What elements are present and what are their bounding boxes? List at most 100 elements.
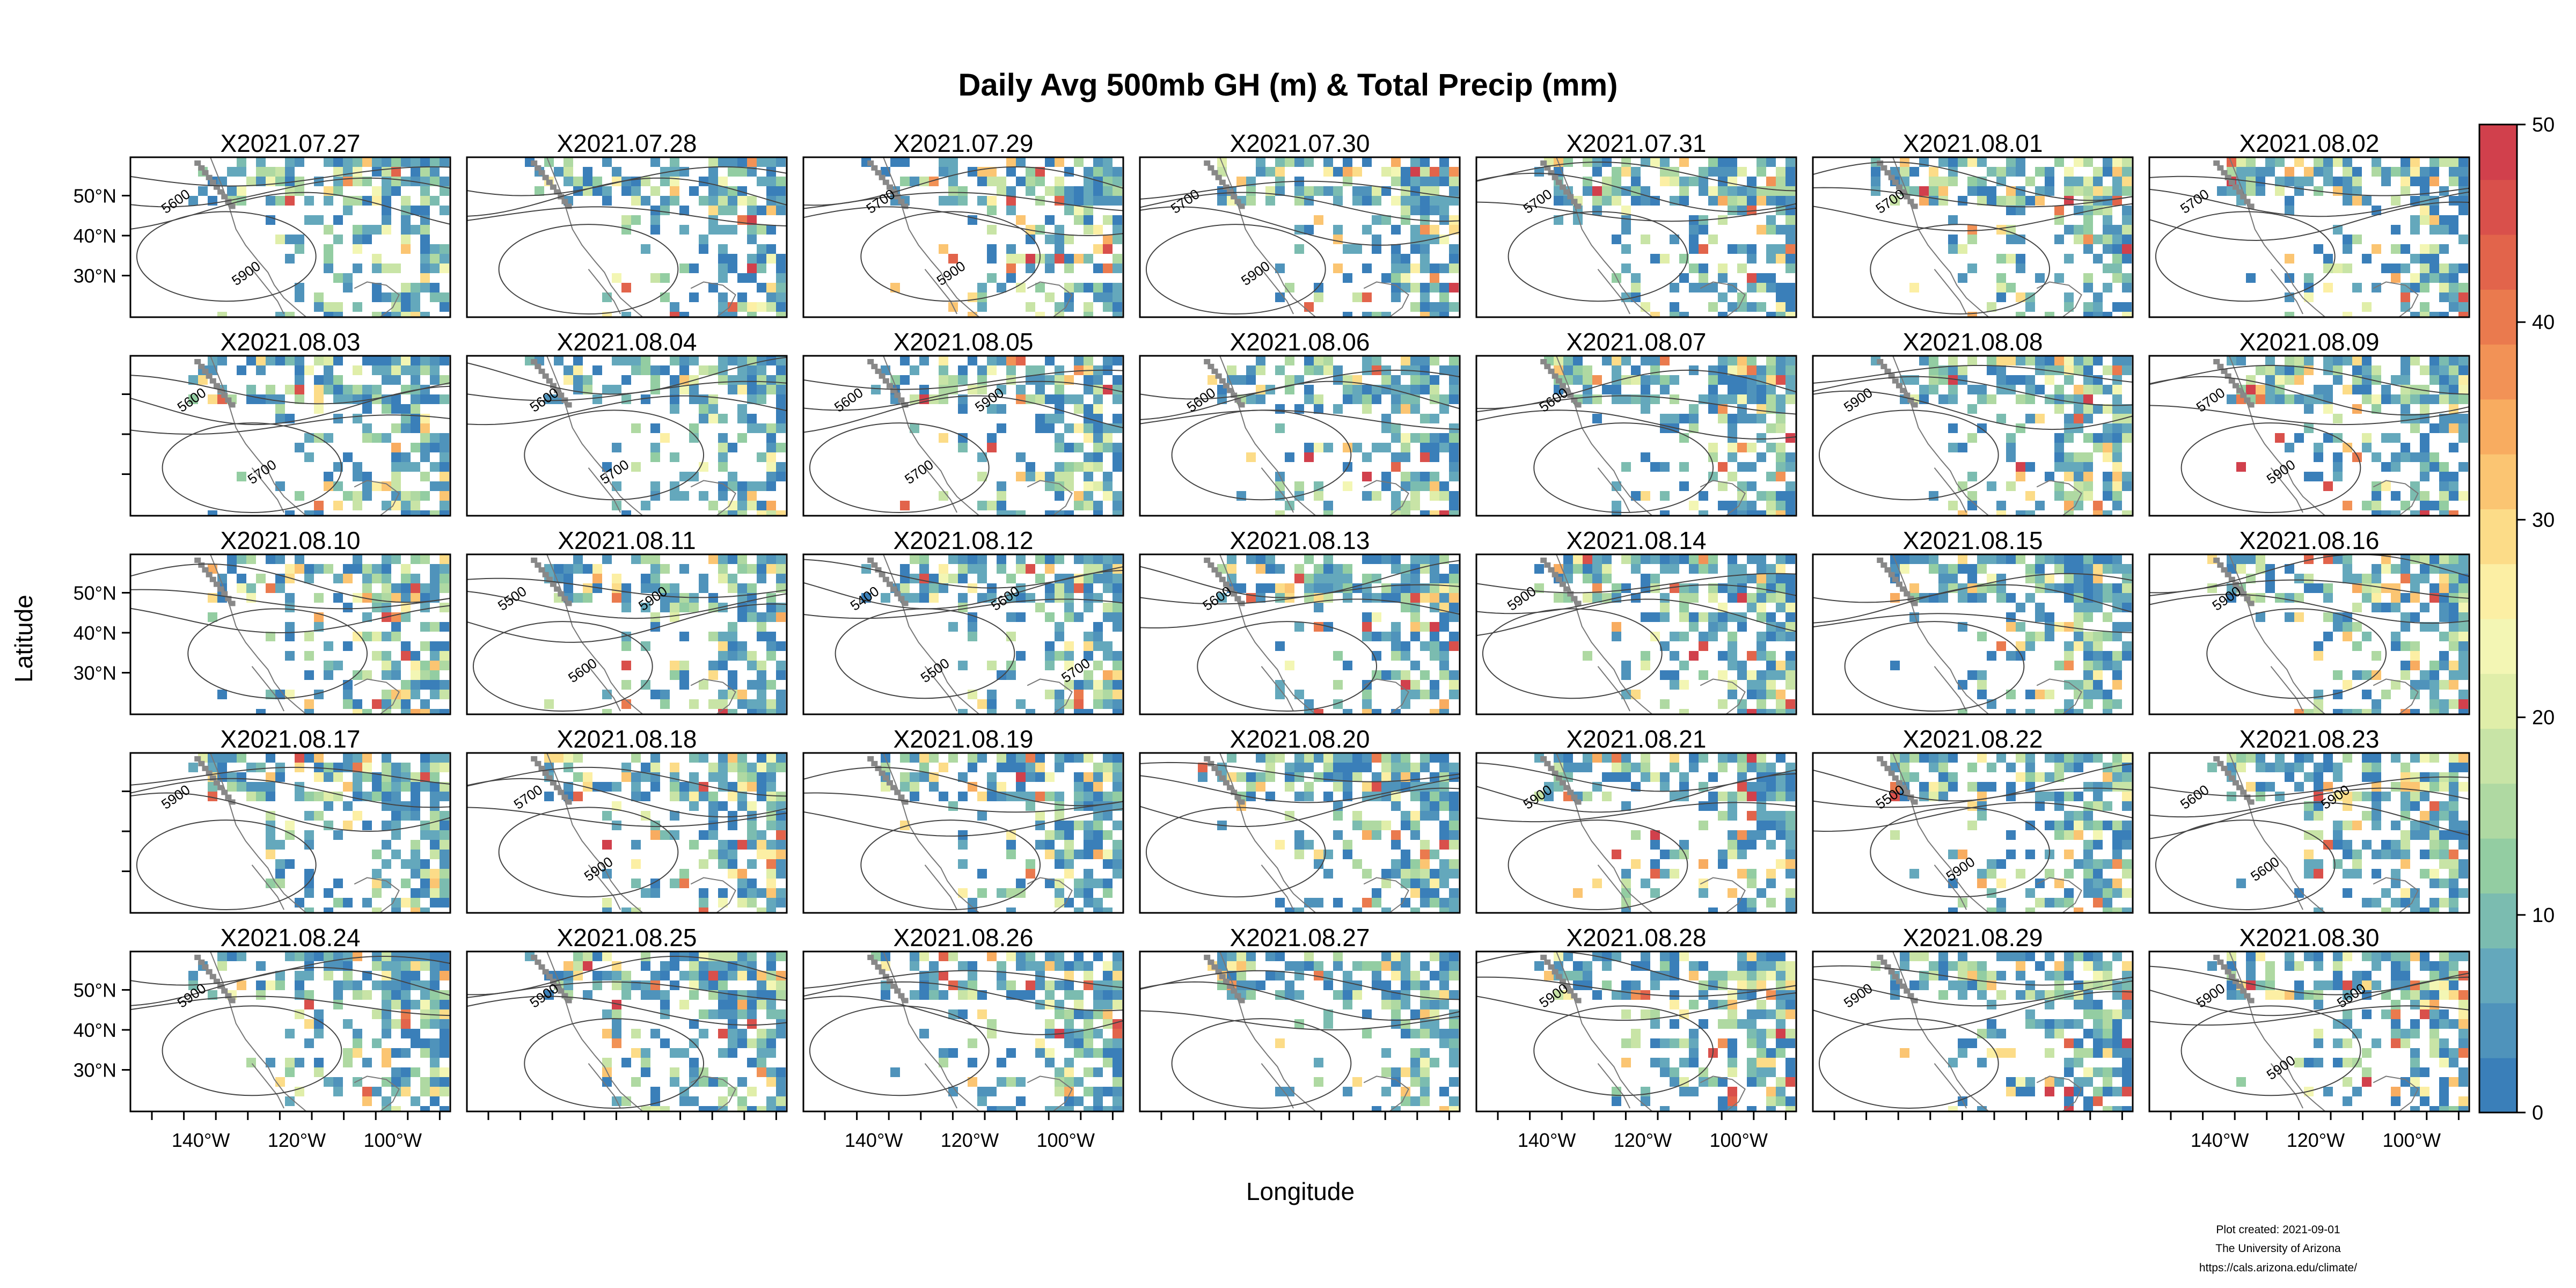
precip-cell [1055, 632, 1064, 641]
precip-cell [266, 850, 275, 859]
coastline [217, 586, 224, 592]
precip-cell [1006, 510, 1016, 516]
precip-cell [1977, 632, 1987, 641]
precip-cell [2103, 564, 2112, 574]
precip-cell [1766, 792, 1776, 801]
precip-cell [1728, 554, 1737, 564]
precip-cell [689, 264, 699, 273]
precip-cell [440, 264, 449, 273]
precip-cell [2410, 157, 2420, 167]
precip-cell [411, 167, 420, 177]
precip-cell [1410, 859, 1420, 869]
precip-cell [1699, 888, 1708, 898]
precip-cell [1449, 443, 1459, 452]
precip-cell [1055, 583, 1064, 593]
precip-cell [1737, 365, 1747, 375]
precip-cell [2016, 312, 2025, 317]
precip-cell [362, 235, 372, 244]
height-contour [1145, 807, 1326, 898]
precip-cell [2372, 394, 2381, 404]
precip-cell [1430, 641, 1439, 651]
precip-cell [333, 235, 343, 244]
precip-cell [1064, 753, 1074, 763]
precip-cell [910, 554, 919, 564]
precip-cell [776, 661, 786, 670]
precip-cell [612, 273, 621, 283]
coastline [883, 356, 980, 516]
precip-cell [1631, 564, 1641, 574]
precip-cell [1035, 574, 1045, 583]
precip-cell [1352, 394, 1362, 404]
precip-cell [718, 641, 728, 651]
precip-cell [564, 583, 573, 593]
precip-cell [1103, 491, 1113, 501]
precip-cell [1055, 235, 1064, 244]
precip-cell [2083, 356, 2093, 365]
precip-cell [2372, 501, 2381, 510]
precip-cell [2025, 394, 2035, 404]
precip-cell [1737, 564, 1747, 574]
precip-cell [2285, 206, 2294, 215]
precip-cell [1621, 244, 1631, 254]
precip-cell [1093, 157, 1103, 167]
precip-cell [1045, 414, 1055, 423]
precip-cell [1294, 244, 1304, 254]
precip-cell [304, 753, 314, 763]
precip-cell [2025, 753, 2035, 763]
precip-cell [1996, 254, 2006, 264]
precip-cell [1045, 564, 1055, 574]
precip-cell [718, 225, 728, 235]
precip-cell [1045, 472, 1055, 481]
precip-cell [362, 481, 372, 491]
precip-cell [650, 443, 660, 452]
precip-cell [1410, 501, 1420, 510]
precip-cell [1420, 365, 1430, 375]
precip-cell [2112, 564, 2122, 574]
precip-cell [1439, 157, 1449, 167]
precip-cell [1113, 574, 1122, 583]
precip-cell [602, 196, 612, 206]
precip-cell [1439, 763, 1449, 772]
precip-cell [1113, 680, 1122, 690]
precip-cell [1554, 215, 1563, 225]
precip-cell [1381, 423, 1391, 433]
coastline [902, 203, 909, 209]
precip-cell [900, 177, 910, 186]
precip-cell [2122, 651, 2132, 661]
precip-cell [1285, 157, 1294, 167]
precip-cell [1035, 394, 1045, 404]
precip-cell [2458, 423, 2468, 433]
precip-cell [430, 850, 440, 859]
precip-cell [1650, 612, 1660, 622]
precip-cell [1660, 157, 1670, 167]
precip-cell [2256, 593, 2265, 603]
coastline [1567, 789, 1574, 795]
precip-cell [1420, 356, 1430, 365]
precip-cell [2025, 709, 2035, 714]
precip-cell [1699, 167, 1708, 177]
precip-cell [1362, 365, 1372, 375]
precip-cell [747, 481, 757, 491]
precip-cell [1900, 763, 1909, 772]
precip-cell [1275, 157, 1285, 167]
precip-cell [2449, 264, 2458, 273]
precip-cell [1333, 196, 1343, 206]
precip-cell [2429, 167, 2439, 177]
precip-cell [564, 177, 573, 186]
precip-cell [372, 433, 382, 443]
precip-cell [1699, 564, 1708, 574]
precip-cell [2112, 670, 2122, 680]
precip-cell [1343, 772, 1352, 782]
precip-cell [612, 593, 621, 603]
precip-cell [440, 859, 449, 869]
precip-cell [1093, 433, 1103, 443]
precip-cell [2054, 763, 2064, 772]
precip-cell [1776, 792, 1785, 801]
precip-cell [275, 235, 285, 244]
precip-cell [2083, 699, 2093, 709]
precip-cell [1757, 593, 1766, 603]
precip-cell [776, 472, 786, 481]
precip-cell [1103, 603, 1113, 612]
precip-cell [362, 491, 372, 501]
